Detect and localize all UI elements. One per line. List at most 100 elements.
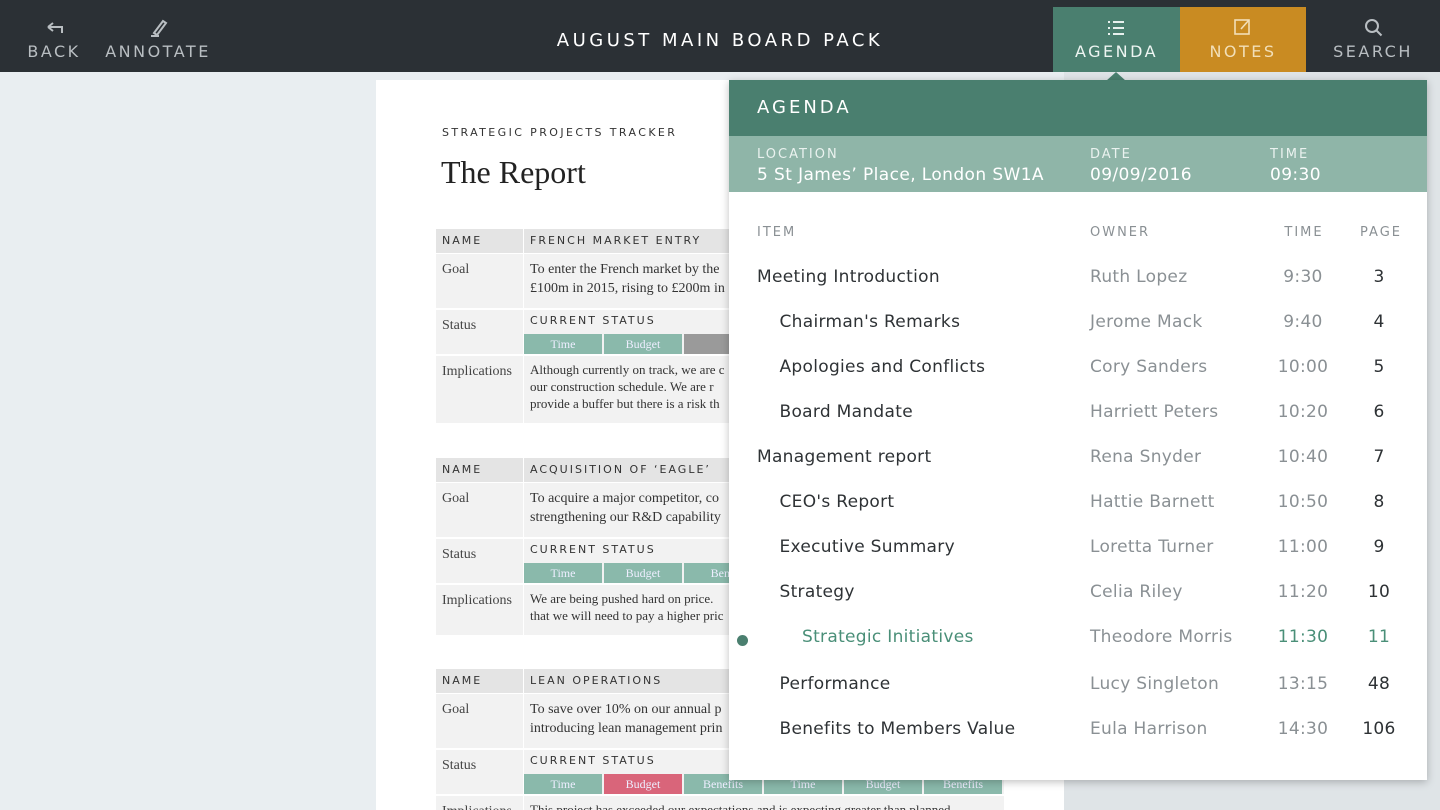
info-value: 09/09/2016 — [1090, 165, 1192, 185]
info-label: DATE — [1090, 147, 1132, 162]
agenda-item: CEO's Report — [779, 492, 895, 512]
back-icon — [47, 22, 63, 33]
agenda-owner: Rena Snyder — [1090, 447, 1202, 467]
notes-tab[interactable]: NOTES — [1180, 7, 1306, 72]
agenda-owner: Hattie Barnett — [1090, 492, 1215, 512]
agenda-row[interactable]: Meeting Introduction Ruth Lopez 9:30 3 — [729, 266, 1427, 296]
agenda-owner: Harriett Peters — [1090, 402, 1219, 422]
agenda-row[interactable]: Strategic Initiatives Theodore Morris 11:3… — [729, 626, 1427, 656]
status-chip: Budget — [604, 334, 682, 354]
agenda-row[interactable]: Executive Summary Loretta Turner 11:00 9 — [729, 536, 1427, 566]
column-header: ITEM — [757, 225, 797, 240]
tab-label: NOTES — [1209, 42, 1277, 61]
implications-text: We are being pushed hard on price. — [530, 591, 714, 606]
agenda-time: 10:20 — [1277, 402, 1329, 422]
agenda-time: 9:40 — [1283, 312, 1323, 332]
toolbar: BACK ANNOTATE AUGUST MAIN BOARD PACK AGE… — [0, 0, 1440, 72]
implications-text: our construction schedule. We are r — [530, 379, 714, 394]
agenda-page: 8 — [1373, 492, 1385, 512]
goal-text: strengthening our R&D capability — [530, 510, 721, 525]
agenda-row[interactable]: Board Mandate Harriett Peters 10:20 6 — [729, 401, 1427, 431]
chip-label: Budget — [625, 337, 661, 351]
search-tab[interactable]: SEARCH — [1310, 7, 1436, 72]
agenda-time: 14:30 — [1277, 719, 1329, 739]
agenda-item: Chairman's Remarks — [779, 312, 961, 332]
notes-icon — [1234, 19, 1250, 35]
agenda-owner: Loretta Turner — [1090, 537, 1214, 557]
agenda-item: Management report — [757, 447, 932, 467]
info-value: 5 St James’ Place, London SW1A — [757, 165, 1044, 185]
agenda-owner: Lucy Singleton — [1090, 674, 1220, 694]
annotate-button[interactable]: ANNOTATE — [105, 42, 211, 61]
agenda-tab[interactable]: AGENDA — [1053, 7, 1180, 72]
goal-text: To save over 10% on our annual p — [530, 702, 722, 717]
implications-label: Implications — [436, 796, 523, 810]
column-header: OWNER — [1090, 225, 1151, 240]
goal-label: Goal — [436, 694, 523, 748]
agenda-time: 11:30 — [1277, 627, 1329, 647]
agenda-item: Benefits to Members Value — [779, 719, 1016, 739]
agenda-owner: Eula Harrison — [1090, 719, 1208, 739]
project-name: LEAN OPERATIONS — [530, 674, 663, 687]
agenda-row[interactable]: Benefits to Members Value Eula Harrison 14… — [729, 718, 1427, 748]
agenda-time: 11:20 — [1277, 582, 1329, 602]
agenda-row[interactable]: CEO's Report Hattie Barnett 10:50 8 — [729, 491, 1427, 521]
agenda-item: Strategic Initiatives — [802, 627, 974, 647]
agenda-row[interactable]: Strategy Celia Riley 11:20 10 — [729, 581, 1427, 611]
chip-label: Benefits — [943, 777, 983, 791]
agenda-owner: Cory Sanders — [1090, 357, 1208, 377]
implications-text: This project has exceeded our expectatio… — [530, 802, 951, 810]
status-chip: Time — [524, 774, 602, 794]
agenda-item: Performance — [779, 674, 891, 694]
agenda-time: 11:00 — [1277, 537, 1329, 557]
agenda-page: 9 — [1373, 537, 1385, 557]
agenda-item: Executive Summary — [779, 537, 955, 557]
chip-label: Budget — [625, 777, 661, 791]
goal-text: To enter the French market by the — [530, 262, 720, 277]
agenda-owner: Theodore Morris — [1090, 627, 1233, 647]
agenda-owner: Ruth Lopez — [1090, 267, 1188, 287]
chip-label: Budget — [625, 566, 661, 580]
goal-label: Goal — [436, 254, 523, 308]
column-header: PAGE — [1360, 225, 1402, 240]
implications-text: Although currently on track, we are c — [530, 362, 725, 377]
agenda-item: Strategy — [779, 582, 855, 602]
chip-label: Time — [550, 337, 576, 351]
agenda-page: 11 — [1367, 627, 1391, 647]
agenda-row[interactable]: Chairman's Remarks Jerome Mack 9:40 4 — [729, 311, 1427, 341]
agenda-row[interactable]: Management report Rena Snyder 10:40 7 — [729, 446, 1427, 476]
chip-label: Time — [550, 566, 576, 580]
agenda-row[interactable]: Performance Lucy Singleton 13:15 48 — [729, 673, 1427, 703]
agenda-row[interactable]: Apologies and Conflicts Cory Sanders 10:00… — [729, 356, 1427, 386]
chip-label: Benefits — [703, 777, 743, 791]
project-name: ACQUISITION OF ‘EAGLE’ — [530, 463, 711, 476]
chip-label: Time — [790, 777, 816, 791]
section-kicker: STRATEGIC PROJECTS TRACKER — [442, 126, 678, 139]
goal-text: £100m in 2015, rising to £200m in — [530, 281, 725, 296]
chip-label: Budget — [865, 777, 901, 791]
agenda-page: 48 — [1367, 674, 1391, 694]
agenda-page: 4 — [1373, 312, 1385, 332]
panel-title: AGENDA — [757, 97, 852, 118]
agenda-time: 10:00 — [1277, 357, 1329, 377]
info-value: 09:30 — [1270, 165, 1321, 185]
agenda-page: 5 — [1373, 357, 1385, 377]
agenda-time: 9:30 — [1283, 267, 1323, 287]
back-button[interactable]: BACK — [27, 42, 81, 61]
goal-text: introducing lean management prin — [530, 721, 723, 736]
status-title: CURRENT STATUS — [530, 314, 656, 327]
agenda-page: 7 — [1373, 447, 1385, 467]
implications-cell: This project has exceeded our expectatio… — [524, 796, 1004, 810]
status-chip: Budget — [604, 563, 682, 583]
agenda-page: 3 — [1373, 267, 1385, 287]
status-chip: Time — [524, 334, 602, 354]
status-title: CURRENT STATUS — [530, 754, 656, 767]
agenda-item: Apologies and Conflicts — [779, 357, 986, 377]
info-label: TIME — [1270, 147, 1310, 162]
tab-label: SEARCH — [1333, 42, 1413, 61]
column-header: TIME — [1284, 225, 1324, 240]
agenda-time: 10:50 — [1277, 492, 1329, 512]
status-label: Status — [436, 310, 523, 354]
agenda-item: Meeting Introduction — [757, 267, 940, 287]
agenda-time: 10:40 — [1277, 447, 1329, 467]
